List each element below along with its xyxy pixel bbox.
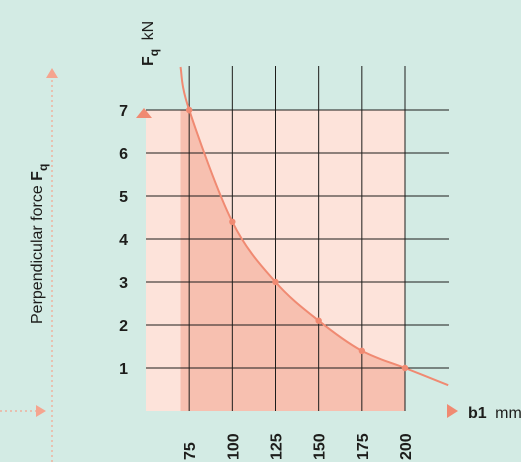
marker-75 (185, 106, 193, 114)
x-tick-150: 150 (312, 433, 329, 460)
y-tick-2: 2 (119, 318, 128, 335)
x-tick-75: 75 (182, 442, 199, 460)
x-tick-175: 175 (355, 433, 372, 460)
y-tick-4: 4 (119, 232, 128, 249)
dark-region-under-curve (180, 110, 405, 411)
y-axis-label: Fq kN (140, 21, 162, 66)
y-tick-3: 3 (119, 275, 128, 292)
marker-200 (401, 364, 409, 372)
x-tick-labels: 75 100 125 150 175 200 (182, 433, 415, 460)
x-tick-100: 100 (225, 433, 242, 460)
x-tick-200: 200 (398, 433, 415, 460)
x-axis-arrow (447, 404, 458, 418)
marker-175 (358, 347, 366, 354)
marker-125 (272, 278, 279, 286)
side-axis-label: Perpendicular force Fq (29, 164, 50, 324)
marker-100 (229, 218, 236, 225)
y-tick-5: 5 (119, 189, 128, 206)
marker-150 (315, 317, 322, 324)
x-axis-label: b1 mm (468, 405, 521, 422)
y-axis-arrow (136, 108, 152, 118)
force-curve (179, 66, 449, 387)
curve-markers (185, 106, 409, 372)
y-tick-1: 1 (119, 361, 128, 378)
grid (146, 66, 449, 411)
y-tick-7: 7 (119, 103, 128, 120)
y-tick-labels: 1 2 3 4 5 6 7 (119, 103, 128, 378)
side-right-arrow-head (36, 405, 46, 417)
side-arrows (0, 68, 58, 462)
axis-arrows (136, 108, 458, 418)
side-up-arrow-head (46, 68, 58, 78)
x-tick-125: 125 (269, 433, 286, 460)
y-tick-6: 6 (119, 146, 128, 163)
